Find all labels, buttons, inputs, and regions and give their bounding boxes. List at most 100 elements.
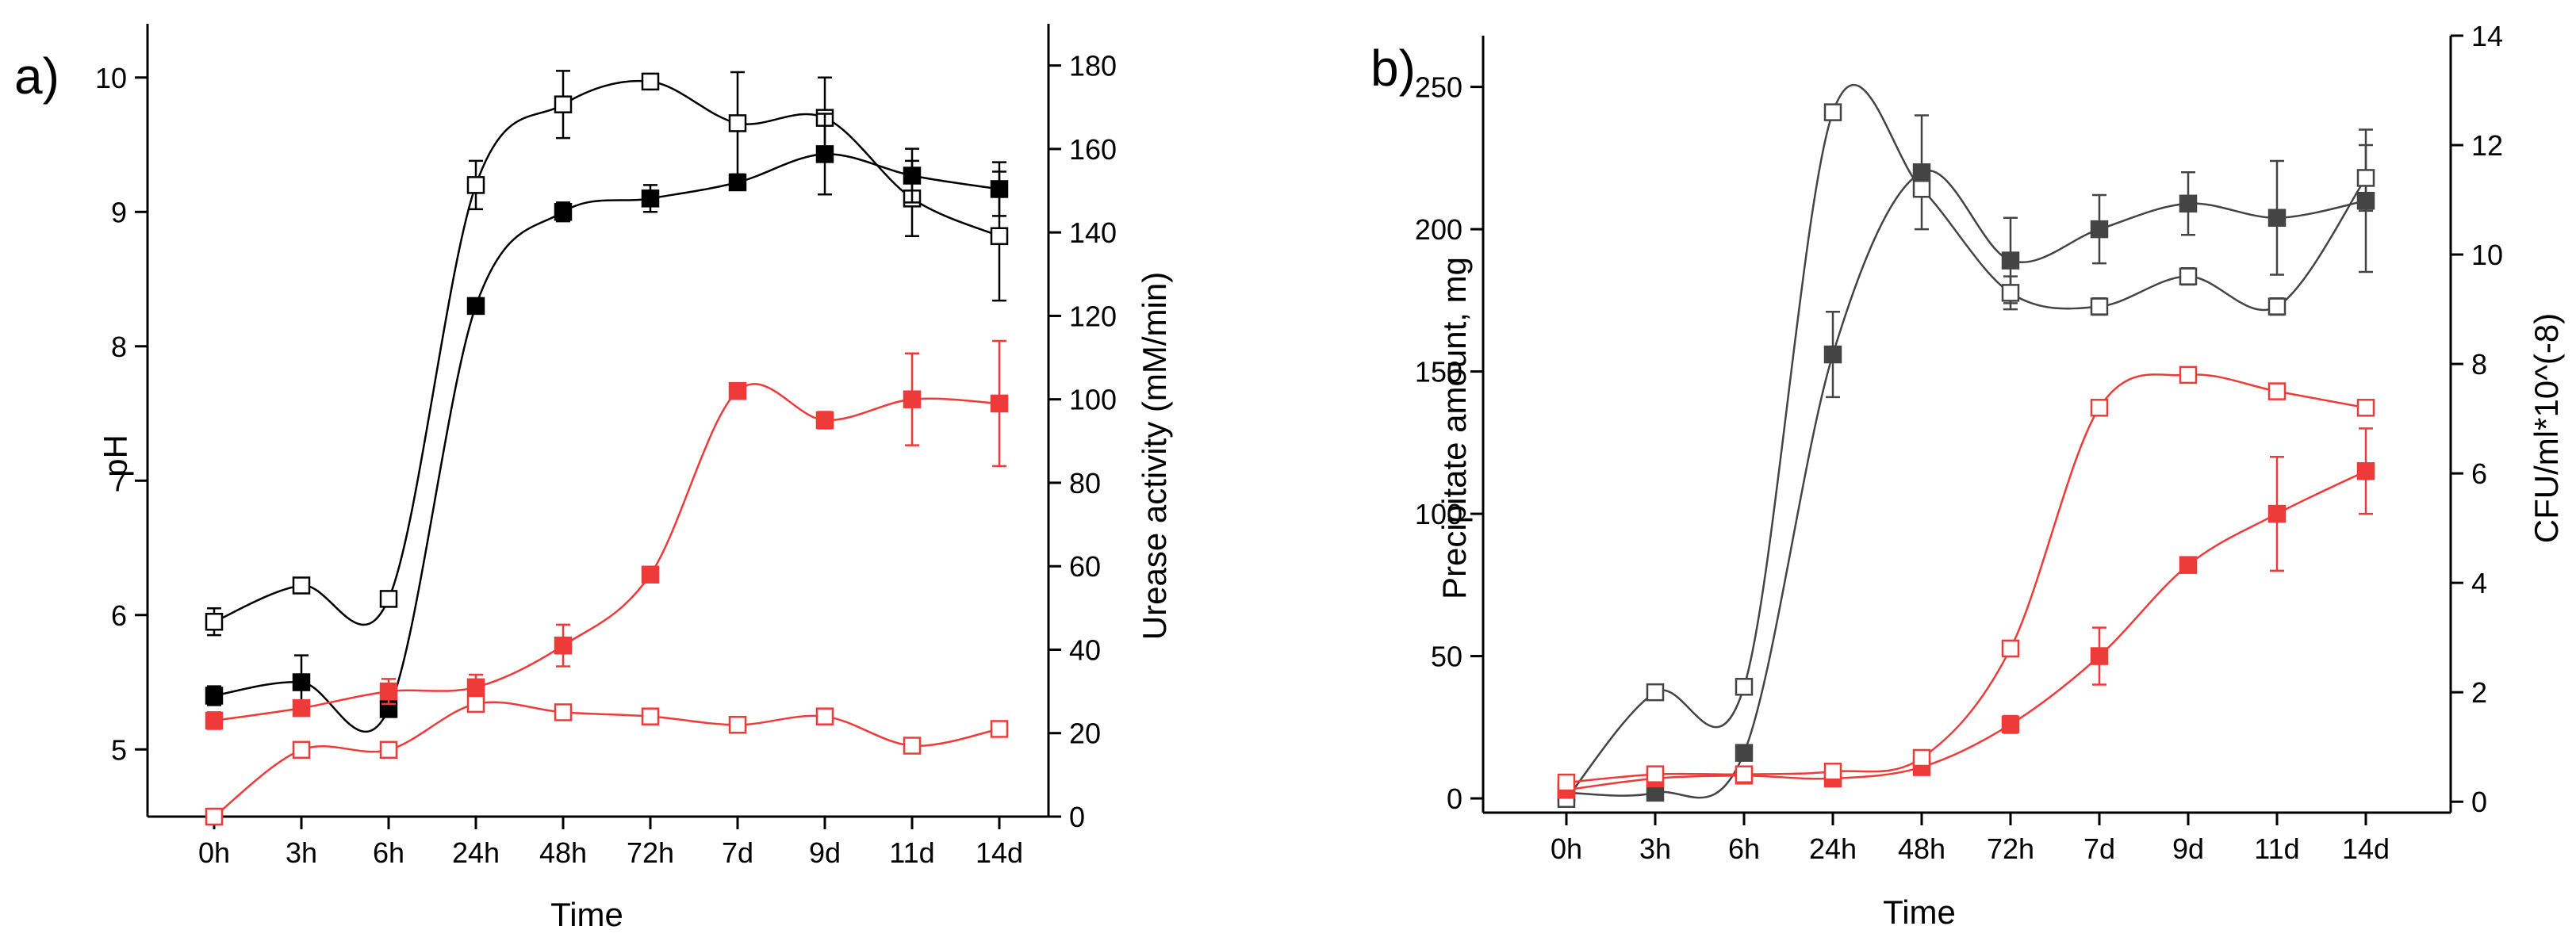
data-point [2267,209,2287,227]
right-tick-label: 160 [1069,133,1117,166]
x-tick-label: 14d [976,836,1023,869]
series-line-1 [213,153,1000,733]
right-tick-label: 140 [1069,216,1117,249]
right-tick-label: 14 [2471,20,2503,52]
right-tick-label: 40 [1069,633,1101,666]
data-point [1557,773,1576,792]
data-point [466,695,485,714]
x-tick-label: 14d [2342,832,2390,865]
x-tick-label: 48h [539,836,587,869]
data-point [2090,647,2109,665]
data-point [1912,179,1931,198]
data-point [728,715,747,734]
x-tick-label: 0h [198,836,230,869]
left-tick-label: 0 [1447,783,1462,815]
right-axis-title: Urease activity (mM/min) [1136,272,1173,640]
x-tick-label: 0h [1551,832,1582,865]
series-line-0 [1566,169,2367,799]
x-tick-label: 6h [1728,832,1760,865]
data-point [1912,748,1931,767]
data-point [2090,297,2109,316]
data-point [466,678,485,697]
data-point [554,636,573,655]
data-point [466,297,485,316]
data-point [903,737,922,755]
x-tick-label: 24h [452,836,500,869]
x-axis-title: Time [550,896,623,933]
data-point [815,411,834,430]
data-point [466,176,485,194]
data-point [903,390,922,408]
x-tick-label: 6h [373,836,404,869]
right-axis-title: CFU/ml*10^(-8) [2528,313,2565,543]
right-tick-label: 60 [1069,550,1101,583]
left-tick-label: 9 [111,196,127,228]
data-point [205,807,224,826]
data-point [990,720,1009,738]
data-point [379,740,398,760]
left-tick-label: 100 [1415,498,1462,530]
right-tick-label: 0 [1069,801,1085,833]
series-line-1 [1566,84,2367,800]
data-point [2267,504,2287,523]
data-point [641,565,660,584]
data-point [728,114,747,132]
data-point [1646,683,1665,702]
x-tick-label: 48h [1898,832,1945,865]
data-point [1912,163,1931,182]
right-tick-label: 12 [2471,129,2503,162]
data-point [1823,762,1842,781]
data-point [641,72,660,91]
right-tick-label: 8 [2471,348,2487,381]
data-point [2179,267,2198,285]
data-point [2001,715,2020,733]
x-tick-label: 24h [1809,832,1857,865]
data-point [815,707,834,725]
data-point [641,189,660,208]
x-tick-label: 7d [722,836,753,869]
left-tick-label: 150 [1415,356,1462,388]
left-tick-label: 250 [1415,71,1462,104]
data-point [292,698,311,717]
data-point [2356,169,2375,187]
data-point [990,227,1009,246]
data-point [292,673,311,691]
left-axis-title: pH [97,434,134,477]
data-point [2001,251,2020,270]
left-axis-title: Precipitate amount, mg [1436,257,1473,599]
data-point [1735,678,1754,696]
data-point [205,711,224,730]
right-tick-label: 100 [1069,384,1117,416]
data-point [1823,103,1842,121]
right-tick-label: 6 [2471,457,2487,490]
data-point [2001,639,2020,658]
left-tick-label: 200 [1415,213,1462,246]
right-tick-label: 0 [2471,786,2487,818]
right-tick-label: 4 [2471,567,2487,599]
data-point [2179,556,2198,574]
data-point [1735,765,1754,783]
x-tick-label: 11d [2254,832,2299,865]
series-line-0 [213,79,1000,626]
series-line-3 [1566,373,2367,784]
data-point [1823,345,1842,364]
data-point [205,612,224,631]
left-tick-label: 6 [111,599,127,632]
data-point [2001,284,2020,302]
left-tick-label: 10 [95,62,127,94]
data-point [990,180,1009,198]
data-point [2090,220,2109,239]
data-point [815,145,834,163]
left-tick-label: 50 [1431,641,1462,673]
x-tick-label: 7d [2083,832,2115,865]
data-point [641,707,660,725]
data-point [990,394,1009,413]
right-tick-label: 20 [1069,717,1101,750]
x-tick-label: 3h [286,836,317,869]
data-point [728,381,747,400]
data-point [728,173,747,192]
x-tick-label: 9d [2172,832,2204,865]
series-line-2 [1566,470,2367,791]
